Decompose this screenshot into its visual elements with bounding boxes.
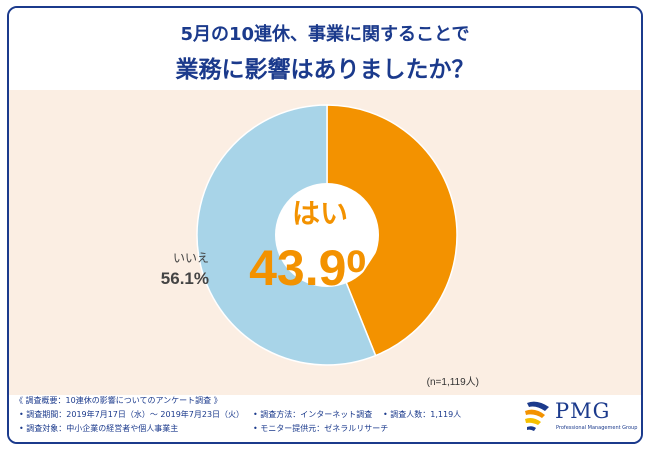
sample-note: (n=1,119人) bbox=[427, 376, 479, 388]
title-line-1: 5月の10連休、事業に関することで bbox=[180, 24, 470, 45]
survey-provider: • モニター提供元：ゼネラルリサーチ bbox=[253, 424, 389, 433]
chart-area: はい 43.9% いいえ 56.1% (n=1,119人) bbox=[9, 90, 641, 395]
pmg-logo-text: PMG bbox=[555, 399, 611, 423]
no-label: いいえ bbox=[173, 251, 209, 265]
donut-chart: はい 43.9% いいえ 56.1% (n=1,119人) bbox=[161, 104, 479, 388]
survey-count: • 調査人数：1,119人 bbox=[383, 410, 462, 419]
yes-label: はい bbox=[292, 198, 348, 229]
survey-summary: 《 調査概要：10連休の影響についてのアンケート調査 》 bbox=[15, 396, 222, 405]
yes-value-label: 43.9% bbox=[249, 240, 391, 296]
donut-hole bbox=[275, 183, 379, 287]
pmg-logo-mark-icon bbox=[525, 401, 549, 431]
survey-period: • 調査期間：2019年7月17日（水）～ 2019年7月23日（火） bbox=[19, 410, 245, 419]
title-line-2: 業務に影響はありましたか？ bbox=[175, 57, 475, 83]
no-value-label: 56.1% bbox=[161, 269, 209, 288]
title-area: 5月の10連休、事業に関することで 業務に影響はありましたか？ bbox=[9, 8, 641, 90]
pmg-logo: PMG Professional Management Group bbox=[523, 397, 638, 441]
pmg-logo-subtitle: Professional Management Group bbox=[556, 425, 638, 431]
infographic-frame: 5月の10連休、事業に関することで 業務に影響はありましたか？ はい 43.9%… bbox=[7, 6, 643, 444]
survey-target: • 調査対象：中小企業の経営者や個人事業主 bbox=[19, 424, 179, 433]
survey-footer: 《 調査概要：10連休の影響についてのアンケート調査 》 • 調査期間：2019… bbox=[9, 395, 641, 442]
survey-method: • 調査方法：インターネット調査 bbox=[253, 410, 373, 419]
slice-yes bbox=[326, 104, 458, 357]
